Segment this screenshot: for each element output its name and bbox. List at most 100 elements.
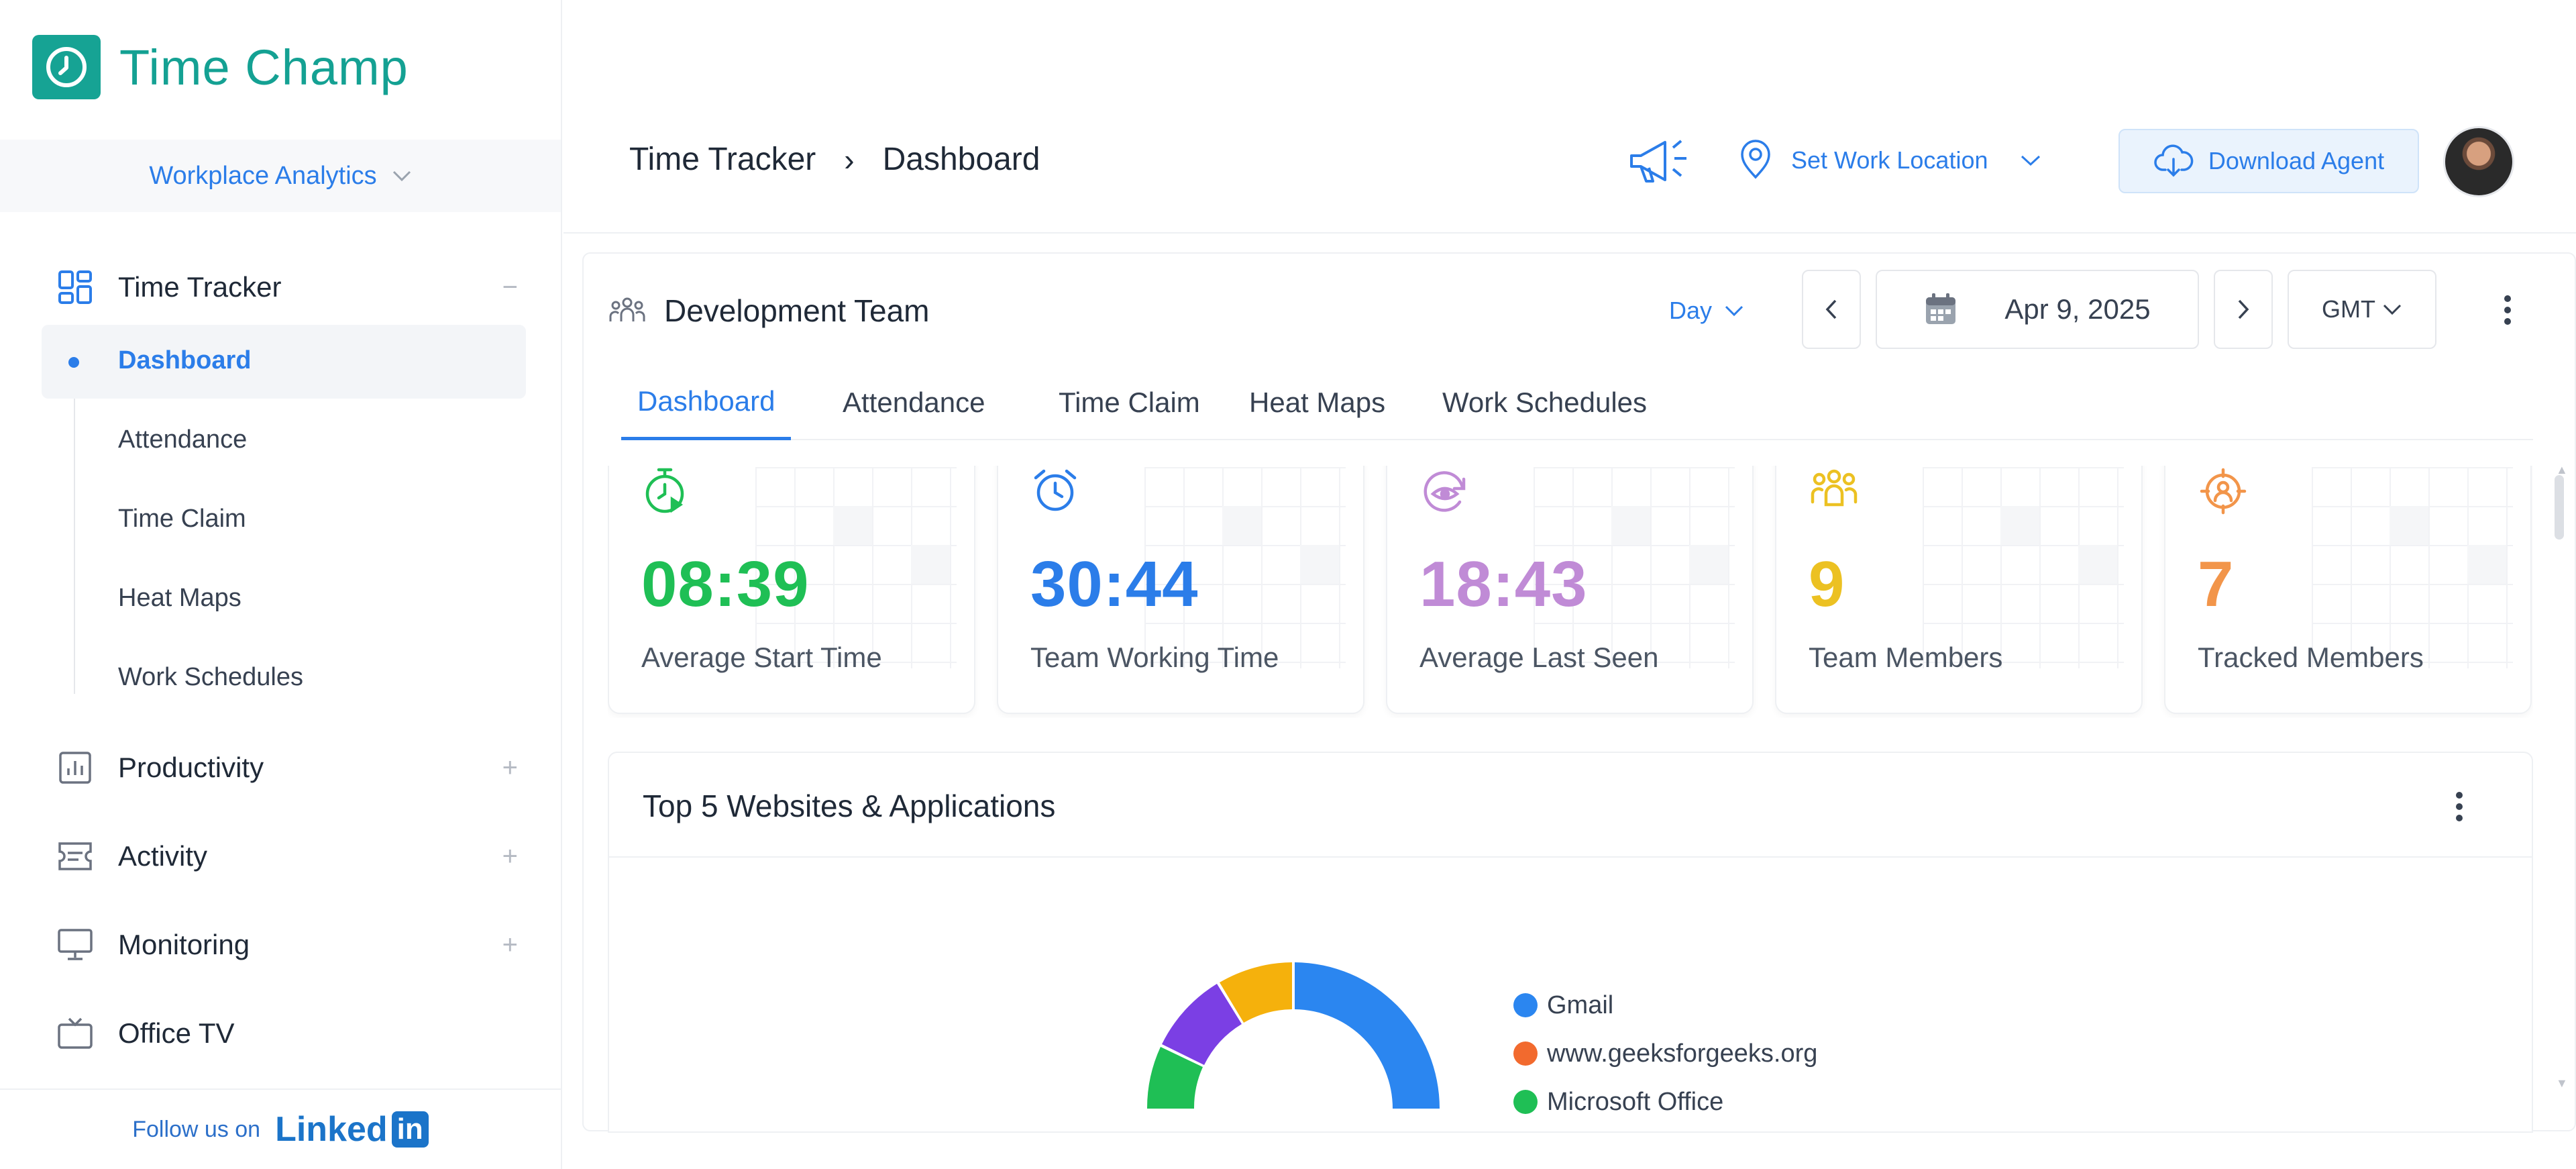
download-agent-button[interactable]: Download Agent [2118,129,2419,193]
dashboard-panel: Development Team Day Apr 9, 2025 GMT Das… [582,252,2576,1133]
user-avatar[interactable] [2443,126,2514,197]
sidebar-active-bg [42,325,526,399]
collapse-icon[interactable]: − [502,272,518,302]
tab-time-claim[interactable]: Time Claim [1059,387,1200,418]
calendar-icon [1926,293,1956,324]
linkedin-logo[interactable]: Linked in [275,1109,429,1150]
date-value: Apr 9, 2025 [2004,293,2151,325]
scrollbar-thumb[interactable] [2555,475,2564,540]
card-label: Team Members [1809,642,2003,673]
scroll-up-arrow-icon[interactable]: ▲ [2556,463,2568,476]
sidebar-group-office-tv[interactable]: Office TV [56,1015,513,1052]
card-value: 9 [1809,548,1845,620]
breadcrumb: Time Tracker › Dashboard [629,141,1040,178]
announcement-megaphone-icon[interactable] [1626,134,1690,191]
linkedin-in-badge: in [391,1111,429,1148]
sidebar-group-productivity[interactable]: Productivity + [56,749,518,786]
card-pattern [755,467,957,668]
clock-logo-icon [32,35,101,99]
timezone-select[interactable]: GMT [2288,270,2436,349]
legend-dot [1513,993,1538,1017]
expand-icon[interactable]: + [502,841,518,871]
activity-ticket-icon [56,837,94,875]
location-pin-icon [1741,140,1770,179]
sidebar: Time Champ Workplace Analytics Time Trac… [0,0,562,1169]
card-label: Tracked Members [2198,642,2424,673]
sidebar-item-heat-maps[interactable]: Heat Maps [118,584,241,612]
expand-icon[interactable]: + [502,929,518,960]
workspace-label: Workplace Analytics [149,161,377,190]
card-tracked-members[interactable]: 7 Tracked Members [2164,466,2532,714]
chevron-down-icon [2021,155,2041,166]
card-label: Team Working Time [1030,642,1279,673]
target-user-icon [2200,468,2247,515]
more-options-icon[interactable] [2455,792,2463,821]
chevron-down-icon [1725,305,1743,317]
tab-work-schedules[interactable]: Work Schedules [1442,387,1648,418]
active-dot-icon [68,357,79,368]
legend-dot [1513,1041,1538,1066]
sidebar-group-monitoring[interactable]: Monitoring + [56,926,518,964]
tab-heat-maps[interactable]: Heat Maps [1249,387,1386,418]
next-date-button[interactable] [2214,270,2273,349]
tab-attendance[interactable]: Attendance [843,387,985,418]
sidebar-item-work-schedules[interactable]: Work Schedules [118,663,303,691]
chevron-down-icon [392,170,411,182]
breadcrumb-separator: › [844,142,855,177]
sidebar-group-label: Activity [118,840,208,872]
card-value: 08:39 [641,548,810,620]
sidebar-group-label: Productivity [118,752,264,783]
card-value: 18:43 [1419,548,1588,620]
breadcrumb-time-tracker[interactable]: Time Tracker [629,142,816,177]
date-picker[interactable]: Apr 9, 2025 [1876,270,2199,349]
legend-dot [1513,1090,1538,1114]
more-options-icon[interactable] [2504,295,2512,325]
legend-item[interactable]: www.geeksforgeeks.org [1513,1029,1817,1078]
chevron-left-icon [1825,299,1837,319]
app-logo[interactable]: Time Champ [32,35,409,99]
legend-label: www.geeksforgeeks.org [1547,1039,1818,1068]
card-average-last-seen[interactable]: 18:43 Average Last Seen [1386,466,1754,714]
card-team-members[interactable]: 9 Team Members [1775,466,2143,714]
top-header: Time Tracker › Dashboard Set Work Locati… [564,107,2576,234]
previous-date-button[interactable] [1802,270,1861,349]
donut-segment-purple[interactable] [1162,984,1242,1065]
eye-refresh-icon [1424,471,1466,512]
card-label: Average Start Time [641,642,882,673]
period-dropdown[interactable]: Day [1669,297,1744,325]
follow-us-text: Follow us on [132,1116,261,1142]
card-pattern [1144,467,1346,668]
legend-label: Microsoft Office [1547,1087,1724,1116]
tab-dashboard[interactable]: Dashboard [621,365,792,440]
scroll-down-arrow-icon[interactable]: ▼ [2556,1076,2568,1090]
card-average-start-time[interactable]: 08:39 Average Start Time [608,466,975,714]
workspace-switcher[interactable]: Workplace Analytics [0,140,561,212]
bar-chart-icon [56,749,94,786]
legend-item[interactable]: Gmail [1513,981,1817,1029]
donut-segment-microsoft-office[interactable] [1146,1047,1203,1109]
card-team-working-time[interactable]: 30:44 Team Working Time [997,466,1364,714]
top-apps-widget: Top 5 Websites & Applications Gmail www.… [608,752,2533,1133]
summary-cards: 08:39 Average Start Time 30:44 Team Work… [608,466,2533,718]
top-apps-header: Top 5 Websites & Applications [609,753,2532,858]
donut-segment-yellow[interactable] [1220,962,1292,1023]
card-value: 30:44 [1030,548,1199,620]
sidebar-item-time-claim[interactable]: Time Claim [118,505,246,533]
app-name: Time Champ [119,39,409,95]
download-agent-label: Download Agent [2208,147,2385,174]
card-pattern [2312,467,2513,668]
sidebar-item-attendance[interactable]: Attendance [118,425,248,454]
donut-segment-gmail[interactable] [1295,962,1440,1109]
sidebar-group-label: Office TV [118,1017,235,1049]
legend-item[interactable]: Microsoft Office [1513,1078,1817,1126]
sidebar-group-time-tracker[interactable]: Time Tracker − [56,268,518,306]
sidebar-group-label: Monitoring [118,929,250,960]
sidebar-sub-line [74,399,75,694]
expand-icon[interactable]: + [502,752,518,782]
sidebar-group-activity[interactable]: Activity + [56,837,518,875]
set-work-location[interactable]: Set Work Location [1739,140,2041,181]
linkedin-text: Linked [275,1110,388,1149]
top-apps-donut-chart [1146,962,1440,1109]
team-selector[interactable]: Development Team [608,293,929,329]
sidebar-item-dashboard[interactable]: Dashboard [118,346,252,374]
